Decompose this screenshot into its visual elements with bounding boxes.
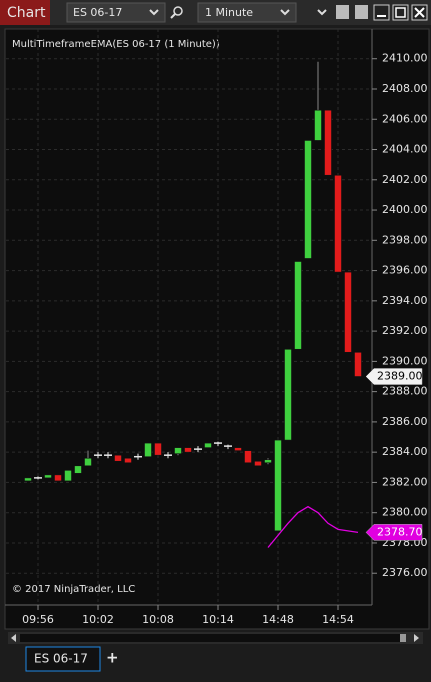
candle-body [184,447,192,453]
candle-body [274,439,282,532]
candle-body [294,261,302,350]
search-icon-handle [170,13,176,19]
candle-body [174,447,182,454]
y-tick-label: 2398.00 [382,233,428,246]
candle-body [344,271,352,353]
candle-body [24,477,32,482]
y-tick-label: 2396.00 [382,264,428,277]
candle-body [314,109,322,141]
candle-body [64,470,72,482]
x-tick-label: 10:02 [82,613,114,626]
maximize-icon [395,7,406,18]
y-tick-label: 2400.00 [382,203,428,216]
copyright: © 2017 NinjaTrader, LLC [12,584,135,595]
y-tick-label: 2376.00 [382,566,428,579]
candle-body [204,442,212,448]
minimize-button[interactable] [373,4,390,21]
last-price-label: 2389.00 [377,370,423,383]
plot: 2376.002378.002380.002382.002384.002386.… [6,29,428,626]
candle-body [154,442,162,456]
scroll-thumb[interactable] [400,634,406,642]
x-tick-label: 14:54 [322,613,354,626]
interval-select[interactable] [197,2,297,23]
y-tick-label: 2402.00 [382,173,428,186]
tab-label: ES 06-17 [34,652,88,666]
y-tick-label: 2380.00 [382,506,428,519]
y-tick-label: 2390.00 [382,354,428,367]
candle-body [124,457,132,464]
dropdown-arrow [280,9,290,16]
y-tick-label: 2392.00 [382,324,428,337]
add-tab[interactable]: + [106,649,119,667]
x-tick-label: 09:56 [22,613,54,626]
ema-value-label-bg [365,524,423,541]
candle-body [304,140,312,259]
window-button[interactable] [355,5,368,19]
scroll-left[interactable] [11,634,16,642]
candle-body [334,174,342,273]
candle-body [84,457,92,467]
menu-arrow[interactable] [317,9,327,16]
y-tick-label: 2404.00 [382,143,428,156]
candle-body [244,450,252,464]
candle-body [234,447,242,451]
y-tick-label: 2410.00 [382,52,428,65]
scroll-track [20,634,406,642]
x-tick-label: 10:08 [142,613,174,626]
instrument-text: ES 06-17 [73,6,122,19]
candle-body [74,465,82,474]
y-tick-label: 2388.00 [382,385,428,398]
x-tick-label: 10:14 [202,613,234,626]
ema-value-label: 2378.70 [377,525,423,538]
instrument-select[interactable] [66,2,166,23]
title-badge [0,0,50,25]
candle-body [54,474,62,482]
y-tick-label: 2394.00 [382,294,428,307]
close-icon [414,7,425,18]
last-price-label-bg [365,368,423,385]
candle-body [144,442,152,458]
y-tick-label: 2382.00 [382,475,428,488]
x-tick-label: 14:48 [262,613,294,626]
candle-body [284,348,292,441]
y-tick-label: 2386.00 [382,415,428,428]
candle-body [264,459,272,464]
candle-body [44,474,52,479]
window-title: Chart [7,5,46,21]
candle-body [114,454,122,462]
interval-text: 1 Minute [205,6,253,19]
y-tick-label: 2406.00 [382,112,428,125]
candle-body [354,351,362,377]
ema-line [267,505,359,548]
search-icon[interactable] [173,6,183,16]
tab-active[interactable] [25,646,101,672]
dropdown-arrow [149,9,159,16]
y-tick-label: 2384.00 [382,445,428,458]
window-button[interactable] [336,5,349,19]
scroll-right[interactable] [414,634,419,642]
candle-body [254,460,262,467]
candle-body [324,109,332,176]
chart-panel [4,28,430,630]
y-tick-label: 2408.00 [382,82,428,95]
indicator-label: MultiTimeframeEMA(ES 06-17 (1 Minute)) [12,39,220,50]
